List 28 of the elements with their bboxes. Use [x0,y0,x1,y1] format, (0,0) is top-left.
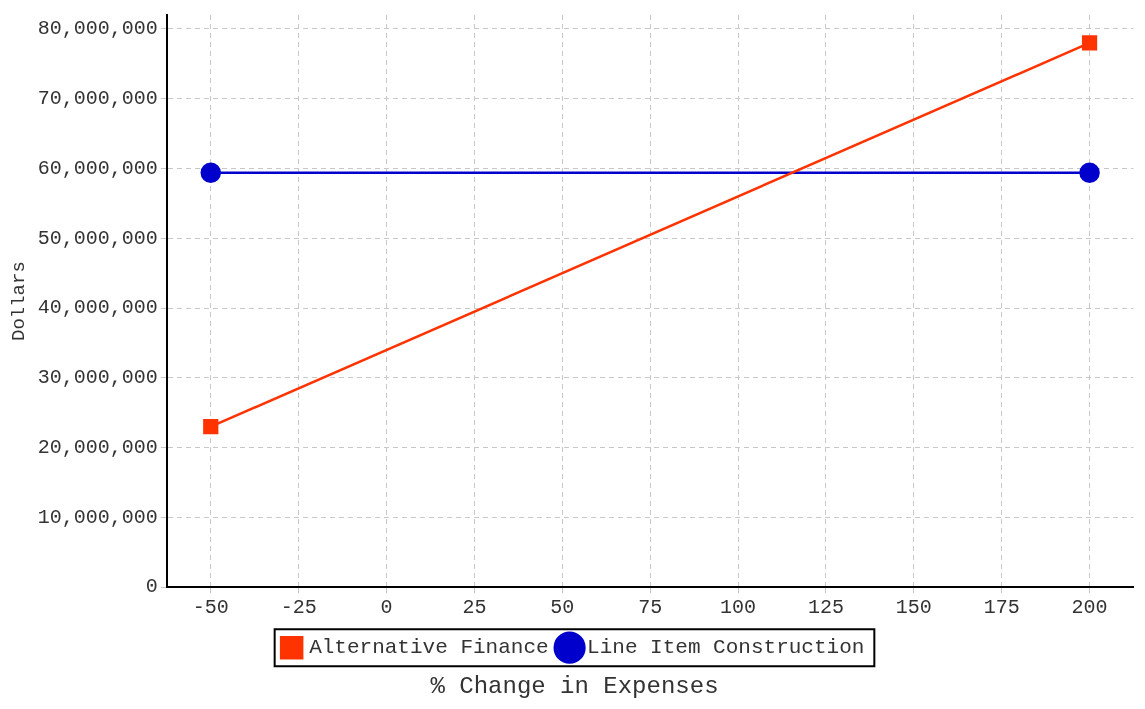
y-tick-label: 40,000,000 [37,296,158,320]
x-tick-label: -50 [192,596,229,620]
x-tick-label: 175 [983,596,1020,620]
x-tick-label: 100 [720,596,757,620]
x-tick-label: 0 [380,596,393,620]
y-tick-label: 0 [145,575,158,599]
y-axis-title: Dollars [8,261,31,342]
y-tick-label: 20,000,000 [37,435,158,459]
y-tick-label: 10,000,000 [37,505,158,529]
point [1079,162,1100,183]
x-tick-label: 75 [638,596,663,620]
legend-label: Line Item Construction [587,636,865,660]
y-tick-label: 70,000,000 [37,87,158,111]
y-tick-label: 80,000,000 [37,17,158,41]
x-tick-label: 50 [550,596,575,620]
point [203,419,219,435]
point [200,162,222,183]
y-tick-label: 60,000,000 [37,156,158,180]
x-tick-label: 200 [1071,596,1108,620]
legend-label: Alternative Finance [309,636,549,660]
x-tick-label: 125 [807,596,844,620]
y-tick-label: 50,000,000 [37,226,158,250]
point [1081,35,1098,51]
x-tick-label: 150 [895,596,932,620]
x-tick-label: -25 [280,596,317,620]
y-tick-label: 30,000,000 [37,366,158,390]
x-axis-title: % Change in Expenses [430,672,719,700]
x-tick-label: 25 [462,596,487,620]
